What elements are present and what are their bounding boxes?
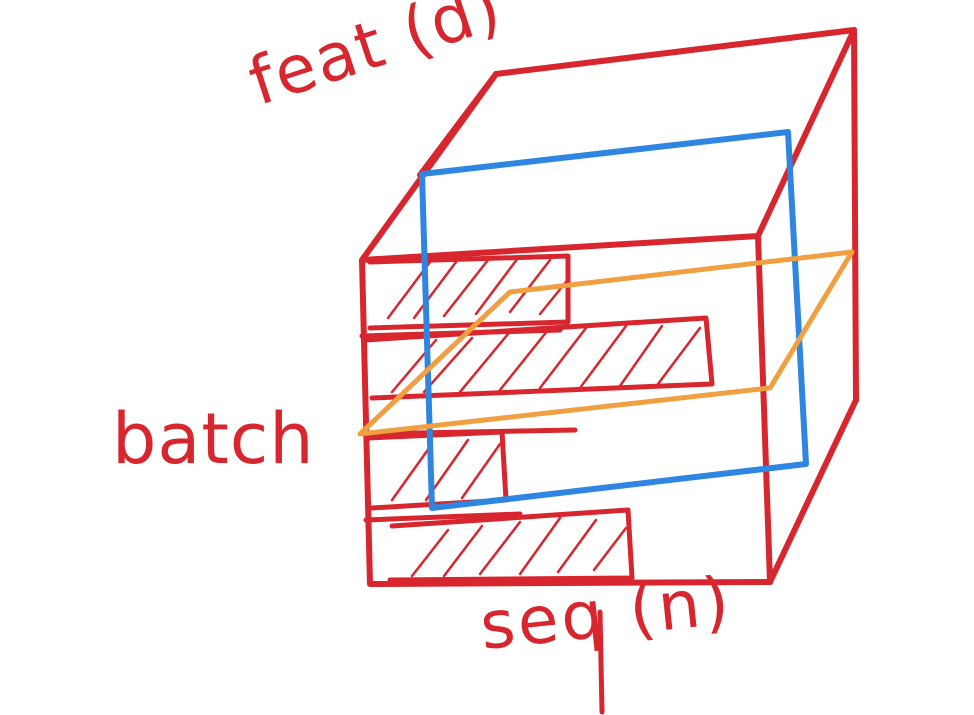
sequence-block-row-1 [367, 253, 571, 331]
hatching [386, 256, 702, 578]
seq-axis-tick [597, 609, 605, 715]
cube-back-right-edge [851, 27, 859, 403]
cube-bottom-right-edge [767, 397, 859, 585]
cube-top-back-edge [493, 27, 857, 77]
outer-tensor-cube [359, 27, 859, 587]
sequence-block-row-4 [387, 507, 635, 583]
batch-row-divider-3 [363, 511, 523, 523]
feature-slice-outline [419, 129, 809, 511]
cube-top-face-inner-line [417, 71, 499, 178]
feature-slice [419, 129, 809, 511]
batch-axis-label: batch [112, 398, 315, 480]
batch-slice [357, 249, 855, 437]
sequence-block-row-3 [365, 429, 509, 511]
sequence-block-row-2 [363, 315, 715, 401]
batch-row-dividers [359, 327, 578, 523]
sequence-blocks [363, 253, 715, 583]
cube-top-right-edge [755, 27, 857, 239]
batch-slice-outline [357, 249, 855, 437]
